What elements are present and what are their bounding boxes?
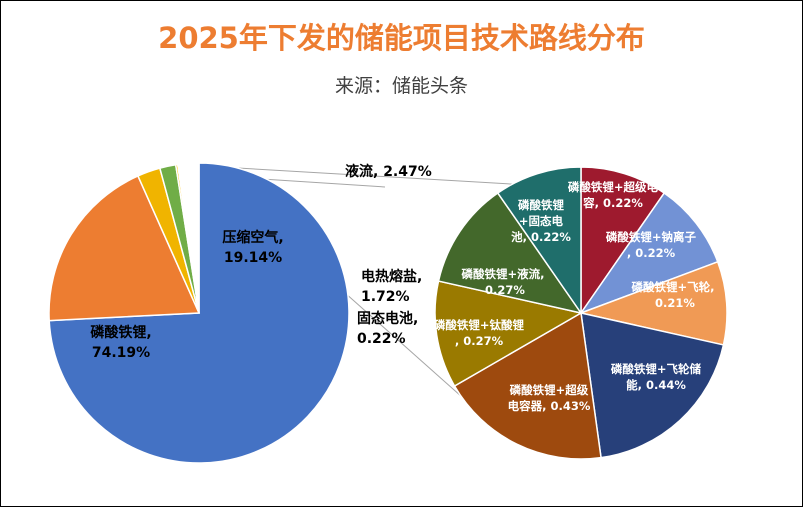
main-pie-slice-1 xyxy=(48,174,201,322)
secondary-label-2: 磷酸铁锂+飞轮, 0.21% xyxy=(631,280,714,310)
main-pie-labels: 磷酸铁锂, 74.19% 压缩空气, 19.14% 液流, 2.47% 电热熔盐, 1.72… xyxy=(90,163,431,361)
secondary-pie xyxy=(434,166,728,460)
secondary-label-6: 磷酸铁锂+液流, 0.27% xyxy=(461,267,544,297)
secondary-pie-slice-2 xyxy=(578,260,728,346)
secondary-label-7: 磷酸铁锂+固态电池, 0.22% xyxy=(511,198,571,244)
secondary-pie-labels: 磷酸铁锂+超级电容, 0.22% 磷酸铁锂+钠离子, 0.22% 磷酸铁锂+飞轮, … xyxy=(434,180,715,413)
secondary-pie-slice-3 xyxy=(580,312,725,459)
chart-subtitle: 来源：储能头条 xyxy=(334,75,468,97)
main-pie xyxy=(48,162,350,464)
secondary-pie-slice-0 xyxy=(580,166,666,316)
secondary-label-3: 磷酸铁锂+飞轮储能, 0.44% xyxy=(611,362,702,392)
main-label-1: 压缩空气, 19.14% xyxy=(222,229,283,266)
main-label-4: 固态电池, 0.22% xyxy=(357,310,418,347)
chart-title: 2025年下发的储能项目技术路线分布 xyxy=(158,21,645,55)
secondary-pie-slice-6 xyxy=(437,191,583,315)
secondary-pie-slice-4 xyxy=(453,311,602,460)
secondary-label-5: 磷酸铁锂+钛酸锂, 0.27% xyxy=(434,318,525,348)
secondary-pie-slice-5 xyxy=(434,280,584,388)
main-label-2: 液流, 2.47% xyxy=(345,163,432,180)
secondary-pie-slice-1 xyxy=(579,191,719,315)
main-label-0: 磷酸铁锂, 74.19% xyxy=(90,324,151,361)
secondary-label-4: 磷酸铁锂+超级电容器, 0.43% xyxy=(508,383,591,413)
main-label-3: 电热熔盐, 1.72% xyxy=(361,268,422,305)
secondary-pie-slice-7 xyxy=(496,166,582,316)
main-pie-slice-5 xyxy=(176,162,200,314)
secondary-label-1: 磷酸铁锂+钠离子, 0.22% xyxy=(606,230,697,260)
secondary-label-0: 磷酸铁锂+超级电容, 0.22% xyxy=(568,180,659,210)
